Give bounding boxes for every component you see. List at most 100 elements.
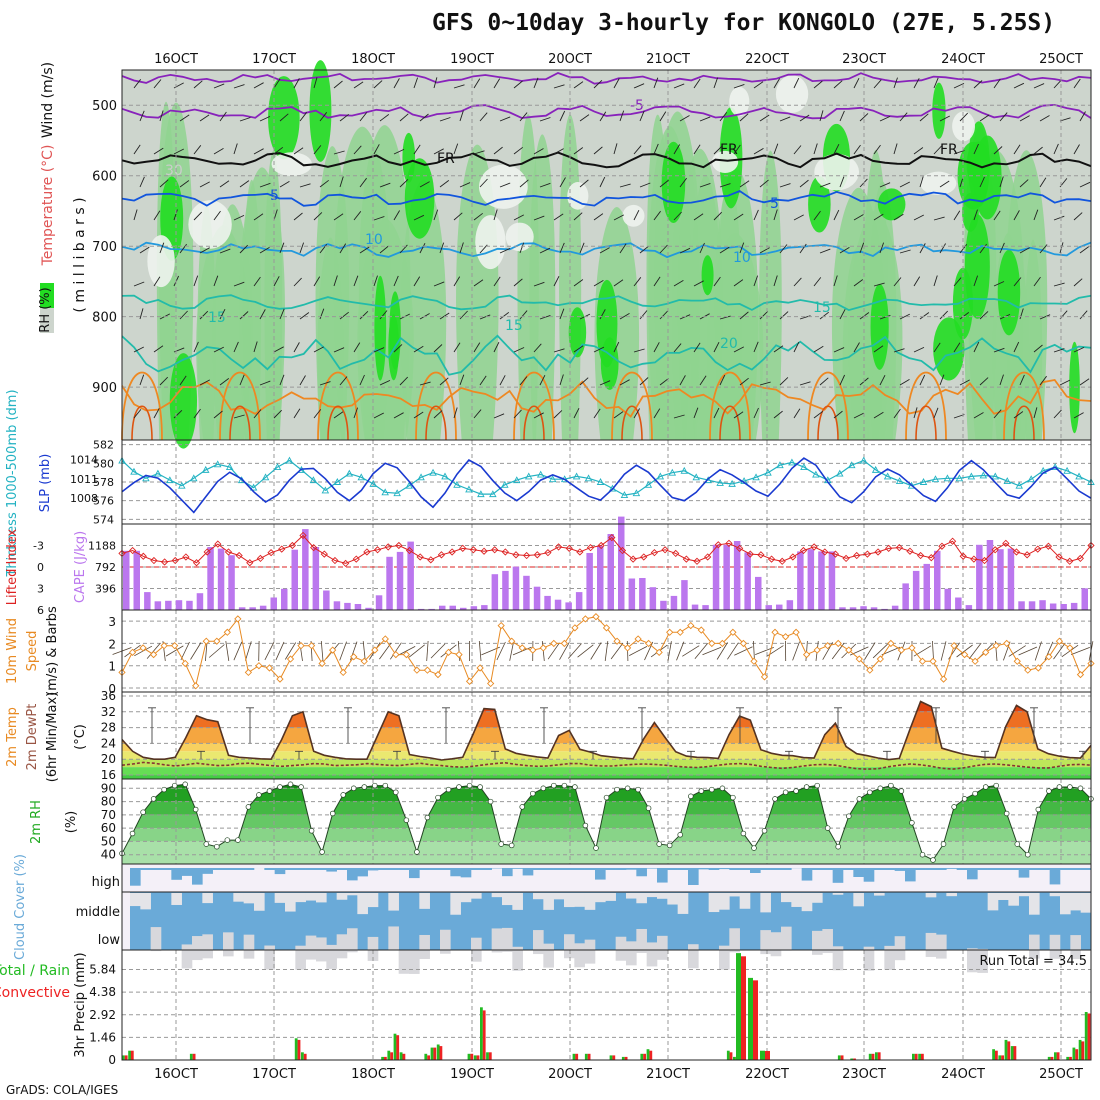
wind-barb	[873, 79, 882, 89]
surface-wind-barb	[644, 641, 654, 661]
wind-barb	[879, 242, 885, 254]
wind-barb	[899, 249, 911, 254]
wind-barb	[973, 341, 980, 353]
wind-barb	[379, 245, 389, 254]
wind-barb	[353, 81, 364, 89]
cape-bar	[186, 600, 193, 610]
cloud-high-bar	[977, 868, 988, 870]
wind-barb	[419, 381, 431, 386]
rh2m-point	[824, 825, 831, 831]
wind-speed-point	[487, 679, 495, 688]
wind-barb	[1033, 209, 1039, 221]
wind-barb	[933, 407, 939, 419]
cape-bar	[249, 607, 256, 610]
wind-barb	[899, 112, 908, 122]
wind-barb	[1053, 143, 1059, 155]
wind-barb	[353, 275, 359, 287]
wind-barb	[499, 247, 511, 254]
thickness-point	[572, 472, 581, 480]
wind-barb	[139, 374, 145, 386]
wind-barb	[233, 281, 245, 287]
cape-bar	[618, 516, 625, 610]
cloud-low-gap	[729, 928, 740, 953]
cape-bar	[217, 548, 225, 610]
cloud-high-bar	[667, 868, 678, 870]
cloud-high-bar	[522, 868, 534, 876]
rh-dry-patch	[567, 182, 589, 210]
cloud-low-gap	[884, 945, 895, 970]
cloud-high-bar	[894, 868, 906, 871]
wind-barb	[659, 310, 668, 320]
wind-barb	[1059, 117, 1071, 122]
lifted-index-point	[437, 551, 446, 559]
cloud-low-gap	[688, 944, 699, 969]
cloud-middle-gap	[316, 893, 327, 903]
top-date-label: 18OCT	[351, 52, 395, 67]
rh2m-point	[951, 804, 957, 810]
cloud-low-gap	[822, 929, 833, 954]
thickness-point	[524, 472, 533, 480]
wind-barb	[433, 410, 443, 419]
cloud-middle-gap	[657, 893, 668, 899]
wind-barb	[1039, 375, 1047, 386]
wind-barb	[913, 147, 924, 155]
precip-convective-bar	[914, 1053, 918, 1060]
thickness-point	[369, 479, 377, 487]
cloud-high-bar	[460, 868, 472, 878]
wind-barb	[1019, 179, 1029, 188]
surface-wind-barb	[245, 641, 252, 661]
wind-speed-point	[950, 642, 958, 650]
wind-barb	[533, 148, 544, 155]
wind-barb	[1053, 79, 1062, 89]
precip-convective-bar	[427, 1055, 430, 1060]
temp-tick-label: 24	[101, 736, 116, 750]
precip-total-bar	[646, 1049, 650, 1060]
rh2m-point	[719, 785, 726, 792]
precip-total-bar	[912, 1053, 915, 1060]
wind-barb	[193, 408, 201, 419]
cloud-middle-gap	[491, 893, 503, 898]
wind-barb	[1073, 278, 1083, 287]
precip-total-bar	[1078, 1039, 1082, 1060]
wind-barb	[993, 281, 1005, 287]
wind-barb	[573, 212, 583, 221]
wind-barb	[193, 80, 203, 89]
cape-bar	[302, 529, 309, 610]
precip-total-bar	[640, 1053, 644, 1060]
cloud-high-bar	[739, 868, 751, 870]
thickness-tick-label: 578	[93, 476, 114, 489]
cape-tick-label: 396	[95, 583, 116, 596]
wind-barb	[473, 212, 483, 221]
cape-bar	[828, 551, 836, 610]
surface-wind-barb	[604, 641, 609, 661]
precip-convective-bar	[439, 1046, 443, 1060]
wind-barb	[379, 379, 391, 386]
temperature-axis-label: Temperature (°C)	[40, 145, 56, 267]
lifted-index-point	[565, 544, 573, 553]
precip-convective-bar	[871, 1053, 875, 1060]
rh2m-point	[171, 782, 178, 789]
rh2m-point	[308, 828, 315, 834]
cloud-low-gap	[646, 942, 658, 967]
lifted-index-point	[554, 543, 563, 551]
wind-speed-point	[592, 613, 600, 621]
wind-barb	[413, 345, 424, 353]
cape-bar	[428, 608, 435, 610]
thickness-point	[489, 490, 497, 498]
wind-barb	[199, 181, 210, 188]
cape-bar	[681, 580, 688, 610]
cape-bar	[407, 541, 414, 610]
wind-barb	[453, 276, 461, 287]
rh2m-point	[919, 851, 926, 858]
wind-barb	[453, 407, 458, 419]
lifted-index-point	[129, 546, 137, 555]
thickness-point	[1027, 475, 1035, 483]
wind-barb	[239, 117, 251, 122]
rh-high-patch	[932, 82, 946, 139]
rh2m-point	[150, 796, 157, 802]
lifted-index-point	[352, 555, 360, 563]
rh2m-point	[982, 784, 989, 790]
lifted-index-point	[416, 553, 424, 561]
wind-barb	[639, 110, 645, 122]
isotherm-25-hump	[415, 371, 457, 441]
